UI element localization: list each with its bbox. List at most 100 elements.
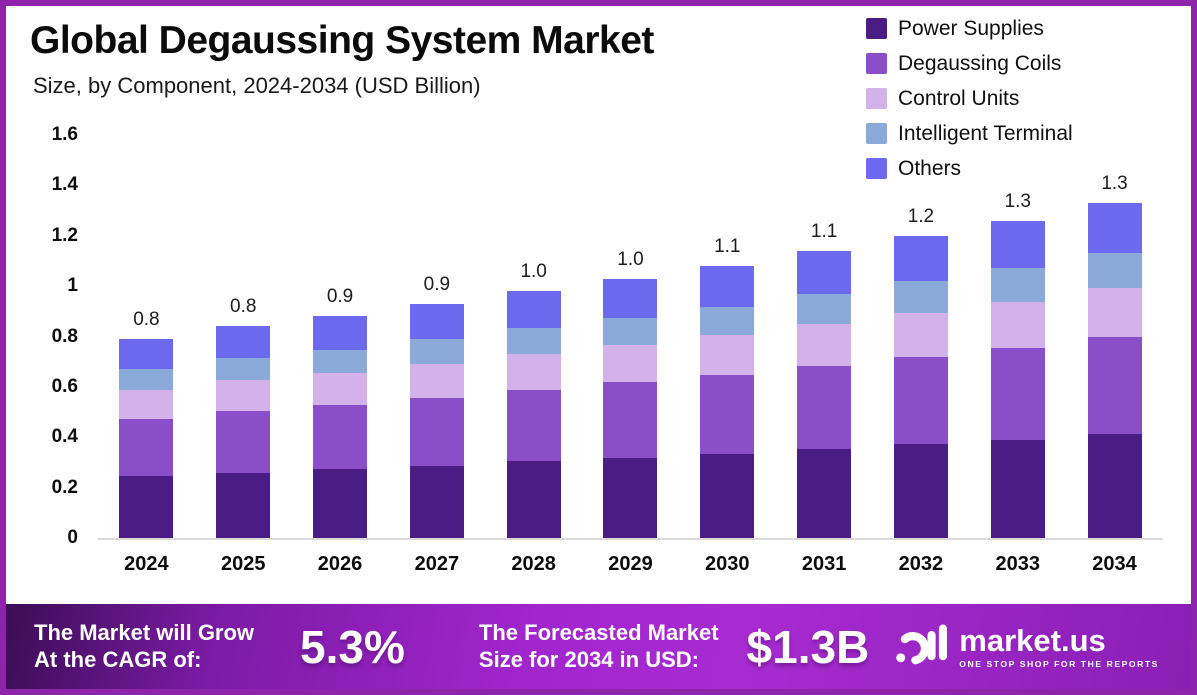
x-tick-label-2027: 2027 (414, 553, 460, 575)
bar-segment-intelligent-terminal (216, 358, 271, 381)
bar-stack-2027 (409, 303, 464, 538)
bar-segment-power-supplies (797, 449, 852, 538)
y-tick-label-0.4: 0.4 (51, 426, 78, 447)
bar-total-label: 1.0 (617, 248, 644, 270)
bar-segment-control-units (119, 389, 174, 419)
legend-label-intelligent-terminal: Intelligent Terminal (898, 121, 1073, 145)
bar-stack-2029 (603, 278, 658, 538)
bar-segment-control-units (313, 372, 368, 406)
page-title: Global Degaussing System Market (30, 19, 654, 62)
bar-segment-degaussing-coils (409, 397, 464, 466)
legend-label-control-units: Control Units (898, 86, 1020, 110)
cagr-caption-line2: At the CAGR of: (34, 646, 202, 672)
chart-legend: Power Supplies Degaussing Coils Control Un… (866, 14, 1073, 183)
bar-total-label: 0.8 (230, 296, 257, 318)
bar-segment-power-supplies (893, 444, 948, 538)
cagr-caption-line1: The Market will Grow (34, 619, 255, 645)
y-tick-label-0: 0 (67, 527, 78, 548)
bar-segment-control-units (700, 335, 755, 375)
bar-group-2028: 1.0 (506, 135, 561, 538)
forecast-value: $1.3B (746, 620, 870, 673)
bar-segment-others (1087, 202, 1142, 254)
bar-segment-others (893, 235, 948, 282)
x-tick-label-2033: 2033 (995, 553, 1040, 575)
bar-segment-power-supplies (313, 469, 368, 538)
bar-segment-intelligent-terminal (603, 317, 658, 345)
bar-stack-2034 (1087, 202, 1142, 538)
x-tick-label-2032: 2032 (898, 553, 944, 575)
x-tick-label-2025: 2025 (220, 553, 266, 575)
bar-stack-2033 (990, 220, 1045, 538)
x-axis-labels: 2024 2025 2026 2027 2028 2029 2030 2031 2032 2033… (98, 553, 1163, 576)
forecast-caption-line1: The Forecasted Market (478, 619, 719, 645)
bar-segment-control-units (990, 301, 1045, 348)
bar-segment-control-units (409, 363, 464, 398)
y-tick-label-1.2: 1.2 (51, 225, 78, 246)
bar-segment-control-units (603, 344, 658, 383)
y-tick-label-0.2: 0.2 (51, 477, 78, 498)
bar-segment-intelligent-terminal (990, 268, 1045, 302)
bar-total-label: 1.3 (1101, 172, 1128, 194)
bar-segment-degaussing-coils (990, 347, 1045, 440)
bar-segment-control-units (797, 324, 852, 366)
cagr-caption: The Market will Grow At the CAGR of: (34, 620, 254, 674)
legend-label-degaussing-coils: Degaussing Coils (898, 51, 1062, 75)
legend-label-power-supplies: Power Supplies (898, 16, 1044, 40)
bar-group-2034: 1.3 (1087, 135, 1142, 538)
bar-stack-2028 (506, 291, 561, 538)
bar-segment-power-supplies (1087, 434, 1142, 538)
legend-item-control-units: Control Units (866, 84, 1073, 113)
y-axis: 0 0.2 0.4 0.6 0.8 1 1.2 1.4 1.6 (24, 124, 78, 548)
bar-total-label: 0.9 (423, 273, 451, 295)
bar-segment-power-supplies (990, 439, 1045, 538)
bar-total-label: 1.1 (714, 236, 741, 258)
bar-stack-2030 (700, 266, 755, 538)
market-us-logo-text: market.us ONE STOP SHOP FOR THE REPORTS (959, 622, 1159, 669)
x-tick-label-2030: 2030 (705, 553, 750, 575)
bar-segment-others (313, 316, 368, 350)
y-tick-label-1.6: 1.6 (51, 124, 78, 145)
y-tick-label-0.8: 0.8 (51, 326, 78, 347)
x-tick-label-2024: 2024 (124, 553, 169, 575)
legend-item-intelligent-terminal: Intelligent Terminal (866, 119, 1073, 148)
bar-total-label: 1.3 (1004, 190, 1031, 212)
legend-swatch-power-supplies (866, 18, 887, 39)
bar-segment-degaussing-coils (119, 418, 174, 477)
bar-stack-2032 (893, 235, 948, 538)
bar-segment-intelligent-terminal (313, 349, 368, 373)
market-us-logo: market.us ONE STOP SHOP FOR THE REPORTS (895, 621, 1159, 672)
legend-item-degaussing-coils: Degaussing Coils (866, 49, 1073, 78)
bar-total-label: 1.2 (907, 205, 935, 227)
bar-segment-power-supplies (216, 472, 271, 538)
bar-segment-degaussing-coils (797, 365, 852, 450)
bar-segment-degaussing-coils (893, 356, 948, 445)
bar-group-2029: 1.0 (603, 135, 658, 538)
logo-name: market.us (959, 622, 1106, 658)
bar-group-2031: 1.1 (797, 135, 852, 538)
bar-segment-degaussing-coils (506, 389, 561, 462)
plot-area: 0.8 0.8 0.9 0.9 1.0 1.0 1.1 1.1 1.2 1.3 1.3 (98, 135, 1163, 540)
bar-segment-intelligent-terminal (119, 368, 174, 390)
bar-total-label: 0.9 (326, 286, 354, 308)
bar-segment-power-supplies (409, 465, 464, 538)
bar-segment-degaussing-coils (313, 405, 368, 470)
legend-swatch-intelligent-terminal (866, 123, 887, 144)
legend-item-power-supplies: Power Supplies (866, 14, 1073, 43)
bar-segment-power-supplies (119, 476, 174, 538)
legend-item-others: Others (866, 154, 1073, 183)
bar-segment-intelligent-terminal (506, 328, 561, 355)
cagr-value: 5.3% (300, 620, 405, 673)
x-tick-label-2031: 2031 (801, 553, 847, 575)
bar-stack-2025 (216, 326, 271, 538)
bar-segment-intelligent-terminal (1087, 253, 1142, 289)
logo-tagline: ONE STOP SHOP FOR THE REPORTS (959, 658, 1159, 669)
legend-swatch-control-units (866, 88, 887, 109)
bar-group-2032: 1.2 (893, 135, 948, 538)
bar-segment-power-supplies (700, 453, 755, 538)
y-tick-label-0.6: 0.6 (51, 376, 78, 397)
legend-swatch-others (866, 158, 887, 179)
bar-segment-degaussing-coils (1087, 337, 1142, 435)
x-tick-label-2026: 2026 (317, 553, 363, 575)
bar-segment-others (700, 266, 755, 307)
